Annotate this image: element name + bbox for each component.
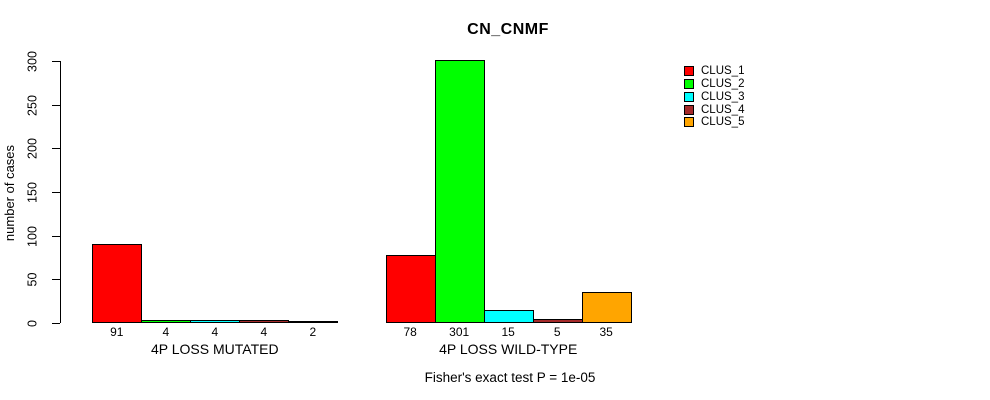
bar <box>190 319 241 323</box>
y-axis-title: number of cases <box>2 144 17 242</box>
legend: CLUS_1 CLUS_2 CLUS_3 CLUS_4 CLUS_5 <box>684 65 744 129</box>
bar-value-label: 91 <box>110 325 124 339</box>
bar <box>92 243 143 323</box>
bar <box>385 254 436 323</box>
legend-item: CLUS_3 <box>684 91 744 104</box>
bar <box>239 319 290 323</box>
legend-label: CLUS_3 <box>701 90 745 103</box>
bar <box>434 60 485 323</box>
y-tick <box>52 279 60 280</box>
legend-item: CLUS_2 <box>684 78 744 91</box>
y-tick-label: 150 <box>25 182 40 203</box>
y-tick <box>52 236 60 237</box>
bar <box>483 309 534 323</box>
legend-item: CLUS_4 <box>684 103 744 116</box>
y-tick-label: 50 <box>25 272 40 287</box>
legend-swatch <box>684 91 694 102</box>
bar-value-label: 15 <box>501 325 515 339</box>
bar-value-label: 35 <box>599 325 613 339</box>
fisher-test-note: Fisher's exact test P = 1e-05 <box>424 370 596 385</box>
y-tick <box>52 323 60 324</box>
y-tick <box>52 148 60 149</box>
bar-value-label: 5 <box>553 325 561 339</box>
legend-label: CLUS_5 <box>701 116 745 129</box>
legend-swatch <box>684 104 694 115</box>
legend-label: CLUS_1 <box>701 65 745 78</box>
bar-value-label: 4 <box>211 325 219 339</box>
group-label: 4P LOSS MUTATED <box>151 341 279 357</box>
bar <box>581 292 632 323</box>
y-tick-label: 0 <box>25 320 40 327</box>
bar-value-label: 4 <box>162 325 170 339</box>
y-tick-label: 200 <box>25 138 40 159</box>
y-tick <box>52 105 60 106</box>
y-tick-label: 100 <box>25 226 40 247</box>
y-tick-label: 250 <box>25 95 40 116</box>
legend-swatch <box>684 79 694 90</box>
legend-item: CLUS_1 <box>684 65 744 78</box>
bar <box>532 318 583 323</box>
group-label: 4P LOSS WILD-TYPE <box>439 341 578 357</box>
legend-label: CLUS_2 <box>701 78 745 91</box>
y-axis-line <box>60 61 61 323</box>
y-tick <box>52 61 60 62</box>
bar <box>288 320 339 323</box>
bar-value-label: 301 <box>449 325 470 339</box>
bar-value-label: 78 <box>403 325 417 339</box>
legend-label: CLUS_4 <box>701 103 745 116</box>
y-tick <box>52 192 60 193</box>
legend-item: CLUS_5 <box>684 116 744 129</box>
y-tick-label: 300 <box>25 51 40 72</box>
chart-title: CN_CNMF <box>467 21 549 38</box>
legend-swatch <box>684 66 694 77</box>
bar <box>141 319 192 323</box>
legend-swatch <box>684 117 694 128</box>
bar-value-label: 2 <box>309 325 317 339</box>
bar-value-label: 4 <box>260 325 268 339</box>
